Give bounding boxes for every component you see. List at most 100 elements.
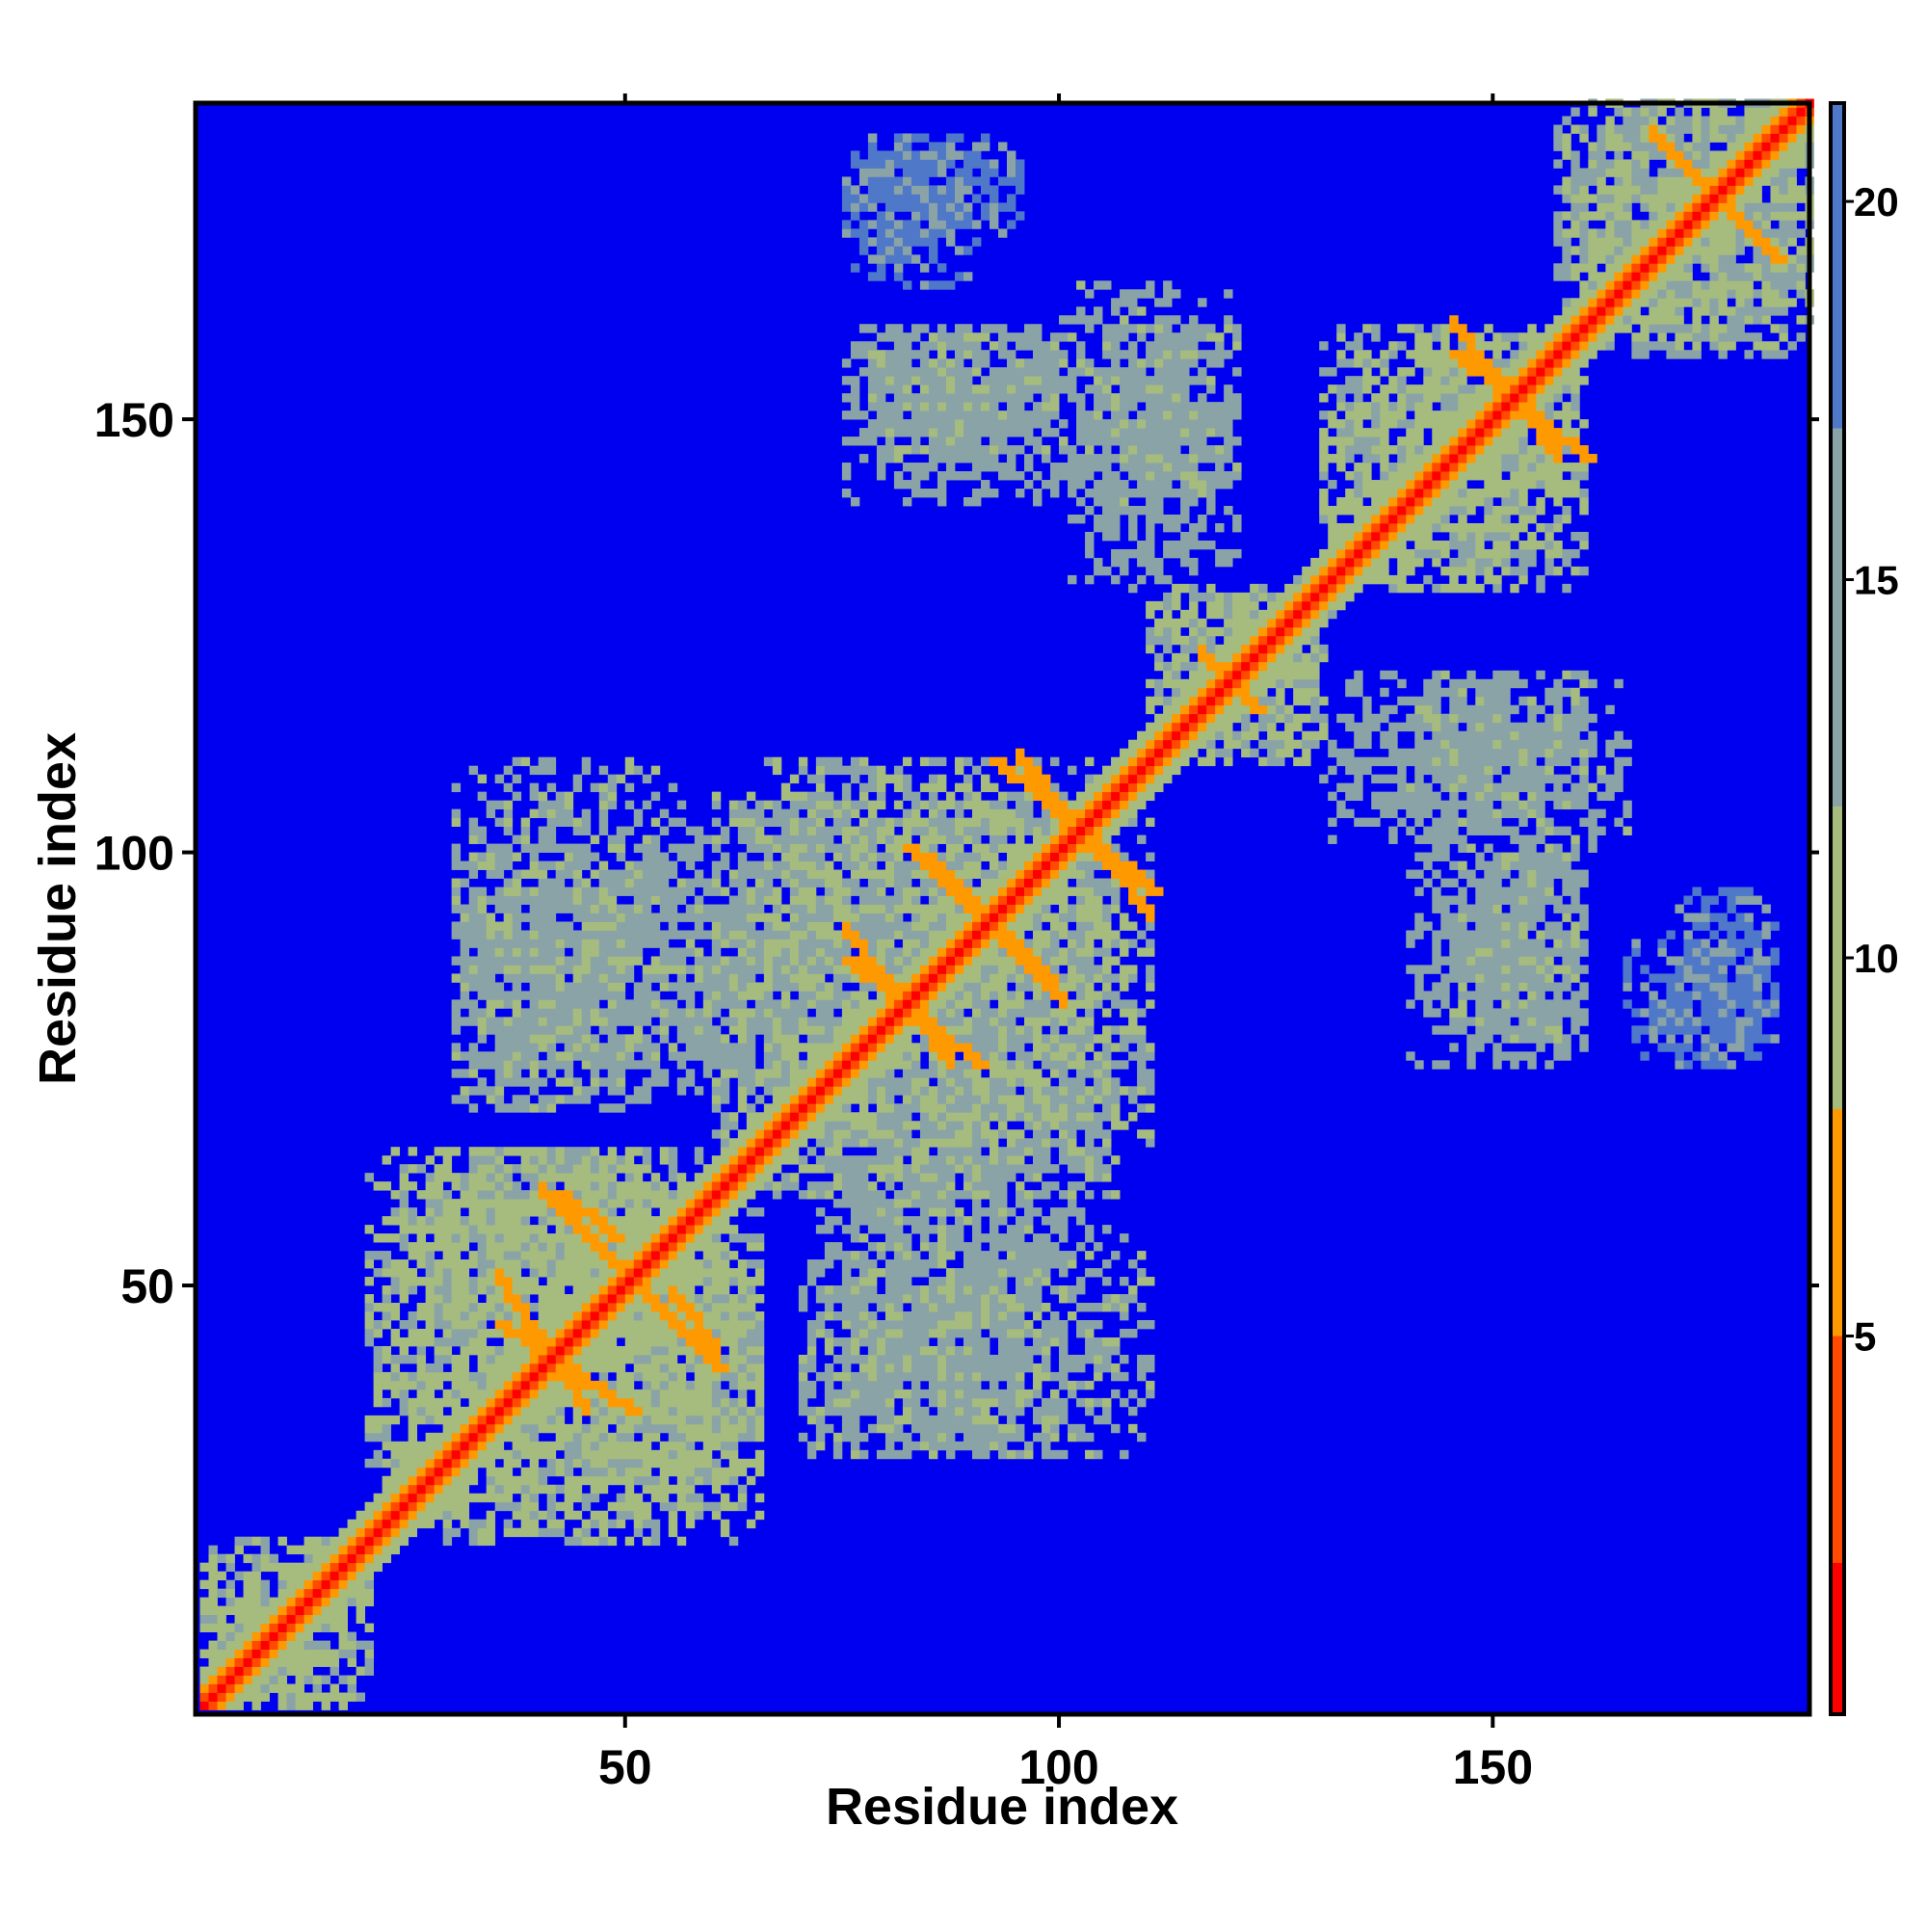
heatmap-cell <box>598 965 609 974</box>
heatmap-cell <box>841 1259 852 1269</box>
heatmap-cell <box>460 1458 470 1469</box>
heatmap-cell <box>737 1077 748 1087</box>
heatmap-cell <box>234 1614 244 1625</box>
heatmap-cell <box>954 1207 964 1217</box>
heatmap-cell <box>546 1501 557 1512</box>
heatmap-cell <box>737 1277 748 1286</box>
heatmap-cell <box>841 1311 852 1321</box>
heatmap-cell <box>1562 982 1571 992</box>
heatmap-cell <box>225 1640 235 1650</box>
heatmap-cell <box>1120 1086 1129 1096</box>
heatmap-cell <box>425 1285 436 1295</box>
heatmap-cell <box>911 1294 921 1304</box>
heatmap-cell <box>1033 1138 1043 1148</box>
heatmap-cell <box>1120 1328 1129 1338</box>
heatmap-cell <box>911 1060 921 1070</box>
heatmap-cell <box>867 965 878 974</box>
heatmap-cell <box>382 1380 392 1390</box>
heatmap-cell <box>546 947 557 957</box>
heatmap-cell <box>512 1501 522 1512</box>
heatmap-cell <box>477 1328 488 1338</box>
heatmap-cell <box>425 1259 436 1269</box>
heatmap-cell <box>572 973 583 983</box>
heatmap-cell <box>1501 991 1511 1000</box>
heatmap-cell <box>1085 1233 1095 1243</box>
heatmap-cell <box>1059 1112 1069 1122</box>
heatmap-cell <box>1492 991 1502 1000</box>
heatmap-cell <box>1536 956 1545 966</box>
heatmap-cell <box>971 1121 982 1130</box>
heatmap-cell <box>616 1475 626 1486</box>
heatmap-cell <box>425 1441 436 1451</box>
heatmap-cell <box>546 1051 557 1061</box>
heatmap-cell <box>746 1190 756 1200</box>
heatmap-cell <box>980 1397 990 1408</box>
heatmap-cell <box>806 1147 817 1156</box>
heatmap-cell <box>1640 982 1650 992</box>
heatmap-cell <box>832 1173 843 1182</box>
heatmap-cell <box>286 1545 296 1555</box>
heatmap-cell <box>217 1553 226 1564</box>
heatmap-cell <box>780 1043 791 1052</box>
heatmap-cell <box>685 1354 696 1364</box>
heatmap-cell <box>815 1285 826 1295</box>
heatmap-cell <box>841 1017 852 1026</box>
heatmap-cell <box>477 1181 488 1191</box>
heatmap-cell <box>225 1579 235 1590</box>
heatmap-cell <box>668 1173 678 1182</box>
heatmap-cell <box>824 1138 834 1148</box>
heatmap-cell <box>937 1371 947 1382</box>
heatmap-cell <box>911 982 921 992</box>
heatmap-cell <box>1059 1086 1069 1096</box>
heatmap-cell <box>1050 982 1060 992</box>
heatmap-cell <box>590 1060 600 1070</box>
heatmap-cell <box>971 1311 982 1321</box>
heatmap-cell <box>1016 1103 1025 1113</box>
heatmap-cell <box>295 1545 304 1555</box>
heatmap-cell <box>390 1510 401 1521</box>
heatmap-cell <box>954 1277 964 1286</box>
heatmap-cell <box>884 1233 895 1243</box>
heatmap-cell <box>884 1199 895 1208</box>
heatmap-cell <box>1675 973 1684 983</box>
heatmap-cell <box>772 1051 782 1061</box>
heatmap-cell <box>598 1311 609 1321</box>
heatmap-cell <box>642 1147 652 1156</box>
heatmap-cell <box>1094 1363 1103 1373</box>
heatmap-cell <box>304 1614 313 1625</box>
heatmap-cell <box>815 1138 826 1148</box>
heatmap-cell <box>460 1475 470 1486</box>
heatmap-cell <box>390 1277 401 1286</box>
heatmap-cell <box>1102 1345 1112 1356</box>
heatmap-cell <box>702 1328 713 1338</box>
heatmap-cell <box>616 1493 626 1503</box>
heatmap-cell <box>486 1519 496 1529</box>
heatmap-cell <box>382 1319 392 1330</box>
heatmap-cell <box>832 1251 843 1260</box>
heatmap-cell <box>468 1519 479 1529</box>
heatmap-cell <box>1709 947 1719 957</box>
heatmap-cell <box>425 1251 436 1260</box>
heatmap-cell <box>728 939 739 948</box>
heatmap-cell <box>685 1397 696 1408</box>
heatmap-cell <box>581 939 592 948</box>
heatmap-cell <box>607 1363 618 1373</box>
heatmap-cell <box>919 1285 930 1295</box>
heatmap-cell <box>572 1259 583 1269</box>
heatmap-cell <box>251 1588 261 1599</box>
heatmap-cell <box>884 1311 895 1321</box>
heatmap-cell <box>624 1277 635 1286</box>
heatmap-cell <box>650 1389 661 1399</box>
heatmap-cell <box>546 1493 557 1503</box>
heatmap-cell <box>1076 1380 1086 1390</box>
heatmap-cell <box>555 1484 566 1495</box>
heatmap-cell <box>963 1277 973 1286</box>
heatmap-cell <box>512 1025 522 1035</box>
heatmap-cell <box>1016 1303 1025 1312</box>
heatmap-cell <box>434 1380 444 1390</box>
heatmap-cell <box>754 1406 765 1416</box>
heatmap-cell <box>780 1095 791 1104</box>
heatmap-cell <box>1692 991 1702 1000</box>
heatmap-cell <box>728 973 739 983</box>
heatmap-cell <box>546 1458 557 1469</box>
